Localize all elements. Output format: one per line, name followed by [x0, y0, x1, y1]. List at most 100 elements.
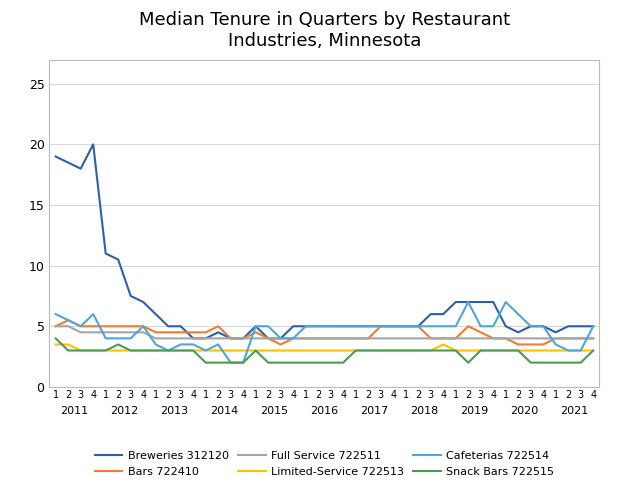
- Cafeterias 722514: [289, 335, 297, 341]
- Breweries 312120: [415, 323, 422, 329]
- Limited-Service 722513: [77, 348, 85, 354]
- Snack Bars 722515: [352, 348, 360, 354]
- Cafeterias 722514: [327, 323, 334, 329]
- Snack Bars 722515: [77, 348, 85, 354]
- Breweries 312120: [590, 323, 597, 329]
- Breweries 312120: [540, 323, 547, 329]
- Cafeterias 722514: [339, 323, 347, 329]
- Cafeterias 722514: [90, 311, 97, 317]
- Breweries 312120: [365, 323, 372, 329]
- Line: Snack Bars 722515: Snack Bars 722515: [56, 338, 593, 363]
- Breweries 312120: [439, 311, 447, 317]
- Bars 722410: [489, 335, 497, 341]
- Line: Bars 722410: Bars 722410: [56, 320, 593, 344]
- Bars 722410: [564, 335, 572, 341]
- Limited-Service 722513: [477, 348, 485, 354]
- Full Service 722511: [377, 335, 384, 341]
- Full Service 722511: [427, 335, 434, 341]
- Full Service 722511: [202, 335, 210, 341]
- Snack Bars 722515: [415, 348, 422, 354]
- Cafeterias 722514: [502, 299, 509, 305]
- Cafeterias 722514: [252, 323, 260, 329]
- Bars 722410: [590, 335, 597, 341]
- Cafeterias 722514: [477, 323, 485, 329]
- Bars 722410: [515, 341, 522, 347]
- Cafeterias 722514: [377, 323, 384, 329]
- Snack Bars 722515: [540, 360, 547, 366]
- Limited-Service 722513: [177, 348, 184, 354]
- Bars 722410: [477, 329, 485, 335]
- Bars 722410: [352, 335, 360, 341]
- Full Service 722511: [339, 335, 347, 341]
- Snack Bars 722515: [114, 341, 122, 347]
- Cafeterias 722514: [114, 335, 122, 341]
- Cafeterias 722514: [265, 323, 272, 329]
- Snack Bars 722515: [52, 335, 59, 341]
- Bars 722410: [90, 323, 97, 329]
- Limited-Service 722513: [114, 348, 122, 354]
- Line: Full Service 722511: Full Service 722511: [56, 326, 593, 338]
- Bars 722410: [540, 341, 547, 347]
- Bars 722410: [152, 329, 159, 335]
- Limited-Service 722513: [52, 341, 59, 347]
- Full Service 722511: [114, 329, 122, 335]
- Cafeterias 722514: [540, 323, 547, 329]
- Line: Limited-Service 722513: Limited-Service 722513: [56, 344, 593, 351]
- Breweries 312120: [315, 323, 322, 329]
- Limited-Service 722513: [552, 348, 559, 354]
- Full Service 722511: [265, 335, 272, 341]
- Breweries 312120: [127, 293, 134, 299]
- Snack Bars 722515: [315, 360, 322, 366]
- Limited-Service 722513: [152, 348, 159, 354]
- Full Service 722511: [52, 323, 59, 329]
- Cafeterias 722514: [127, 335, 134, 341]
- Full Service 722511: [452, 335, 459, 341]
- Legend: Breweries 312120, Bars 722410, Full Service 722511, Limited-Service 722513, Cafe: Breweries 312120, Bars 722410, Full Serv…: [95, 451, 554, 477]
- Limited-Service 722513: [277, 348, 284, 354]
- Cafeterias 722514: [77, 323, 85, 329]
- Snack Bars 722515: [389, 348, 397, 354]
- Full Service 722511: [190, 335, 197, 341]
- Breweries 312120: [152, 311, 159, 317]
- Cafeterias 722514: [315, 323, 322, 329]
- Breweries 312120: [90, 141, 97, 147]
- Full Service 722511: [164, 335, 172, 341]
- Snack Bars 722515: [515, 348, 522, 354]
- Bars 722410: [465, 323, 472, 329]
- Snack Bars 722515: [489, 348, 497, 354]
- Snack Bars 722515: [502, 348, 509, 354]
- Full Service 722511: [502, 335, 509, 341]
- Cafeterias 722514: [389, 323, 397, 329]
- Bars 722410: [415, 323, 422, 329]
- Breweries 312120: [339, 323, 347, 329]
- Breweries 312120: [352, 323, 360, 329]
- Cafeterias 722514: [564, 348, 572, 354]
- Breweries 312120: [427, 311, 434, 317]
- Limited-Service 722513: [402, 348, 409, 354]
- Full Service 722511: [515, 335, 522, 341]
- Bars 722410: [252, 329, 260, 335]
- Limited-Service 722513: [140, 348, 147, 354]
- Limited-Service 722513: [377, 348, 384, 354]
- Full Service 722511: [90, 329, 97, 335]
- Bars 722410: [402, 323, 409, 329]
- Breweries 312120: [564, 323, 572, 329]
- Snack Bars 722515: [164, 348, 172, 354]
- Breweries 312120: [489, 299, 497, 305]
- Bars 722410: [315, 335, 322, 341]
- Breweries 312120: [114, 256, 122, 262]
- Snack Bars 722515: [90, 348, 97, 354]
- Breweries 312120: [190, 335, 197, 341]
- Bars 722410: [439, 335, 447, 341]
- Cafeterias 722514: [465, 299, 472, 305]
- Limited-Service 722513: [590, 348, 597, 354]
- Full Service 722511: [77, 329, 85, 335]
- Breweries 312120: [202, 335, 210, 341]
- Cafeterias 722514: [402, 323, 409, 329]
- Breweries 312120: [289, 323, 297, 329]
- Full Service 722511: [365, 335, 372, 341]
- Cafeterias 722514: [415, 323, 422, 329]
- Snack Bars 722515: [590, 348, 597, 354]
- Cafeterias 722514: [177, 341, 184, 347]
- Cafeterias 722514: [64, 317, 72, 323]
